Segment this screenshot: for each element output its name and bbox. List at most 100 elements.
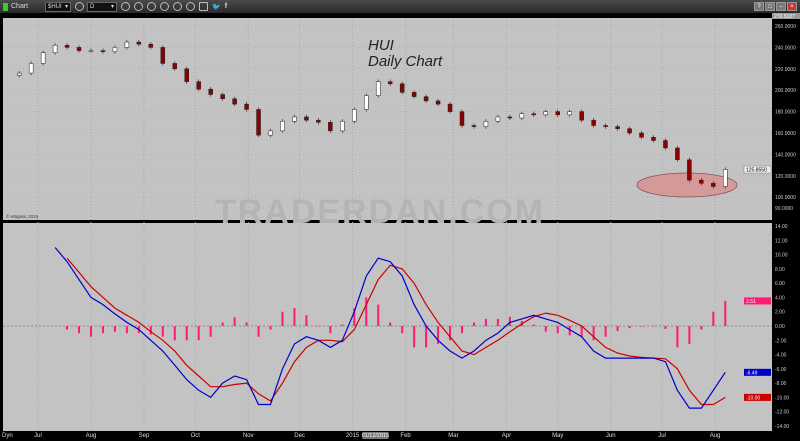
- y-tick-label: 160.0000: [775, 131, 796, 137]
- up-candle: [292, 116, 297, 122]
- y-tick-label: 220.0000: [775, 67, 796, 73]
- pencil-icon[interactable]: [134, 2, 143, 11]
- x-tick-label: Feb: [400, 433, 411, 439]
- x-tick-label: Aug: [710, 433, 721, 439]
- up-candle: [280, 120, 285, 132]
- y-tick-label: 240.0000: [775, 45, 796, 51]
- histogram-bar: [173, 326, 176, 341]
- histogram-bar: [676, 326, 679, 348]
- histogram-bar: [233, 317, 236, 326]
- y-tick-label: -8.00: [775, 381, 787, 387]
- y-tick-label: 200.0000: [775, 88, 796, 94]
- x-tick-label: 2015: [346, 433, 360, 439]
- chart-canvas[interactable]: TRADERDAN.COM HUI Daily Chart © eSignal,…: [0, 13, 800, 441]
- histogram-bar: [532, 324, 535, 326]
- settings-icon[interactable]: [75, 2, 84, 11]
- comment-icon[interactable]: [199, 2, 208, 11]
- down-candle: [651, 137, 656, 141]
- down-candle: [64, 45, 70, 48]
- histogram-bar: [305, 315, 308, 326]
- cursor-date-label: 01/12/2015: [362, 433, 390, 439]
- down-candle: [615, 126, 620, 129]
- down-candle: [555, 111, 560, 116]
- histogram-bar: [449, 326, 452, 341]
- up-candle: [519, 113, 525, 119]
- down-candle: [579, 111, 584, 121]
- down-candle: [399, 83, 405, 93]
- histogram-bar: [185, 326, 188, 341]
- histogram-bar: [544, 326, 547, 332]
- y-tick-label: 2.00: [775, 310, 785, 316]
- up-candle: [28, 63, 34, 74]
- y-axis: [772, 13, 800, 441]
- down-candle: [328, 122, 333, 132]
- y-tick-label: 260.0000: [775, 24, 796, 30]
- link-icon[interactable]: [186, 2, 195, 11]
- window-title: Chart: [11, 3, 29, 10]
- watermark: TRADERDAN.COM: [215, 193, 545, 231]
- up-candle: [52, 45, 58, 53]
- histogram-bar: [556, 326, 559, 334]
- twitter-icon[interactable]: 🐦: [212, 3, 221, 11]
- histogram-bar: [329, 326, 332, 334]
- minimize-button[interactable]: –: [776, 2, 786, 11]
- y-tick-label: -10.00: [775, 395, 789, 401]
- histogram-bar: [484, 318, 487, 326]
- clock-icon[interactable]: [173, 2, 182, 11]
- down-candle: [531, 113, 537, 116]
- histogram-bar: [341, 324, 344, 326]
- x-tick-label: Aug: [86, 433, 97, 439]
- top-price-label: 270.5187: [774, 14, 795, 20]
- histogram-bar: [508, 316, 511, 326]
- histogram-bar: [209, 326, 212, 337]
- histogram-bar: [628, 326, 631, 329]
- y-tick-label: 4.00: [775, 295, 785, 301]
- down-candle: [172, 63, 178, 70]
- histogram-bar: [197, 326, 200, 341]
- histogram-bar: [616, 326, 619, 331]
- down-candle: [447, 103, 453, 112]
- x-tick-label: Jul: [658, 433, 666, 439]
- histogram-bar: [101, 326, 104, 334]
- y-tick-label: 6.00: [775, 281, 785, 287]
- down-candle: [675, 147, 680, 160]
- restore-button[interactable]: □: [765, 2, 775, 11]
- histogram-bar: [293, 308, 296, 326]
- down-candle: [459, 111, 465, 126]
- histogram-bar: [90, 326, 92, 337]
- x-tick-label: Jun: [606, 433, 616, 439]
- histogram-bar: [413, 326, 416, 348]
- histogram-bar: [257, 326, 260, 337]
- target-icon[interactable]: [160, 2, 169, 11]
- annotation-line1: HUI: [368, 37, 394, 54]
- dyn-label[interactable]: Dyn: [2, 433, 13, 439]
- y-tick-label: -12.00: [775, 410, 789, 416]
- down-candle: [603, 125, 608, 127]
- symbol-input[interactable]: $HUI ▾: [45, 1, 71, 12]
- down-candle: [639, 132, 644, 138]
- facebook-icon[interactable]: f: [224, 3, 228, 10]
- down-candle: [591, 119, 596, 126]
- last-price-box: [743, 165, 772, 174]
- interval-input[interactable]: D ▾: [87, 1, 117, 12]
- value-label: 3.51: [746, 299, 756, 305]
- value-label-box: [744, 368, 771, 376]
- up-candle: [567, 111, 572, 116]
- settings-icon[interactable]: [121, 2, 130, 11]
- down-candle: [471, 125, 477, 127]
- macd-pane[interactable]: [3, 223, 772, 431]
- refresh-icon[interactable]: [147, 2, 156, 11]
- cursor-date-box: [362, 432, 389, 439]
- help-button[interactable]: ?: [754, 2, 764, 11]
- histogram-bar: [161, 326, 164, 337]
- y-tick-label: -6.00: [775, 367, 787, 373]
- y-tick-label: 10.00: [775, 253, 788, 259]
- close-button[interactable]: ×: [787, 2, 797, 11]
- histogram-bar: [568, 326, 571, 336]
- histogram-bar: [125, 326, 128, 334]
- top-label-box: [772, 13, 800, 19]
- histogram-bar: [724, 300, 727, 326]
- up-candle: [268, 130, 273, 136]
- histogram-bar: [281, 311, 284, 326]
- histogram-bar: [580, 326, 583, 337]
